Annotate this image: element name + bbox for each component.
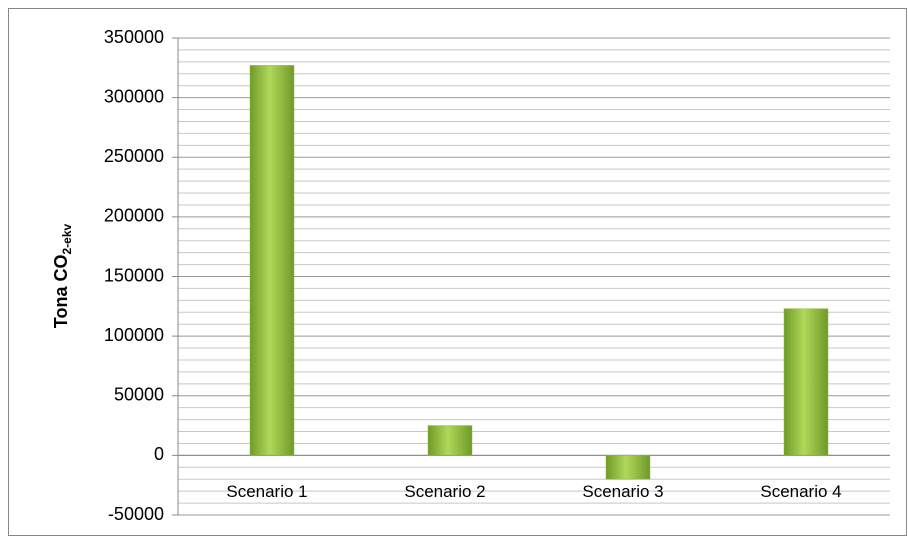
y-tick-label: -50000 xyxy=(108,504,164,524)
y-label-main: Tona CO xyxy=(51,255,71,329)
y-tick-label: 150000 xyxy=(104,265,164,285)
bar xyxy=(605,455,651,480)
y-tick-label: 100000 xyxy=(104,325,164,345)
bar xyxy=(249,65,295,456)
y-tick-label: 250000 xyxy=(104,146,164,166)
y-axis-label: Tona CO2-ekv xyxy=(51,223,74,328)
x-tick-label: Scenario 3 xyxy=(582,482,663,501)
bar xyxy=(427,425,473,456)
y-label-sub: 2-ekv xyxy=(60,223,74,254)
x-tick-label: Scenario 1 xyxy=(226,482,307,501)
y-tick-label: 350000 xyxy=(104,27,164,47)
x-tick-label: Scenario 2 xyxy=(404,482,485,501)
x-tick-label: Scenario 4 xyxy=(760,482,841,501)
y-tick-label: 200000 xyxy=(104,206,164,226)
bar xyxy=(783,308,829,456)
y-tick-label: 0 xyxy=(154,444,164,464)
y-tick-label: 50000 xyxy=(114,385,164,405)
y-tick-label: 300000 xyxy=(104,86,164,106)
